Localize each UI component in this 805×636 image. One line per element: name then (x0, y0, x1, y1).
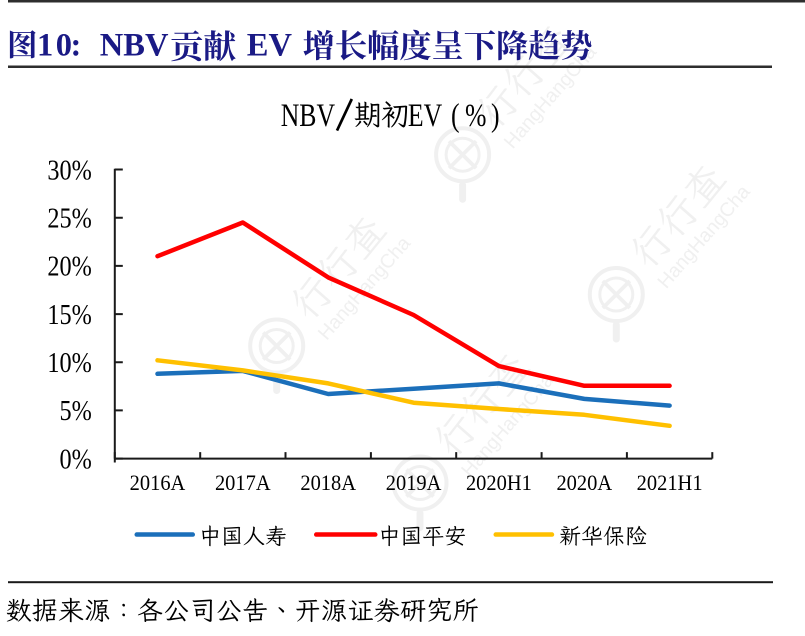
svg-text:2021H1: 2021H1 (637, 470, 703, 495)
svg-text:0%: 0% (60, 443, 92, 475)
svg-text:%: % (465, 98, 486, 134)
svg-text:): ) (491, 98, 500, 134)
svg-text:20%: 20% (47, 250, 91, 282)
svg-text:EV: EV (408, 98, 443, 134)
svg-text:2020A: 2020A (556, 470, 612, 495)
svg-text:10%: 10% (47, 346, 91, 378)
svg-text:2018A: 2018A (300, 470, 356, 495)
svg-text:25%: 25% (47, 202, 91, 234)
svg-text:2019A: 2019A (386, 470, 442, 495)
svg-text:2017A: 2017A (215, 470, 271, 495)
svg-text:NBV: NBV (281, 98, 336, 134)
svg-text:NBV: NBV (100, 27, 169, 63)
svg-text:15%: 15% (47, 298, 91, 330)
svg-text:30%: 30% (47, 153, 91, 185)
svg-text::: : (71, 27, 82, 63)
svg-text:5%: 5% (60, 394, 92, 426)
svg-text:2016A: 2016A (130, 470, 186, 495)
svg-text:10: 10 (37, 27, 75, 63)
svg-text:2020H1: 2020H1 (466, 470, 532, 495)
svg-text:(: ( (451, 98, 460, 134)
svg-text:EV: EV (247, 27, 293, 63)
